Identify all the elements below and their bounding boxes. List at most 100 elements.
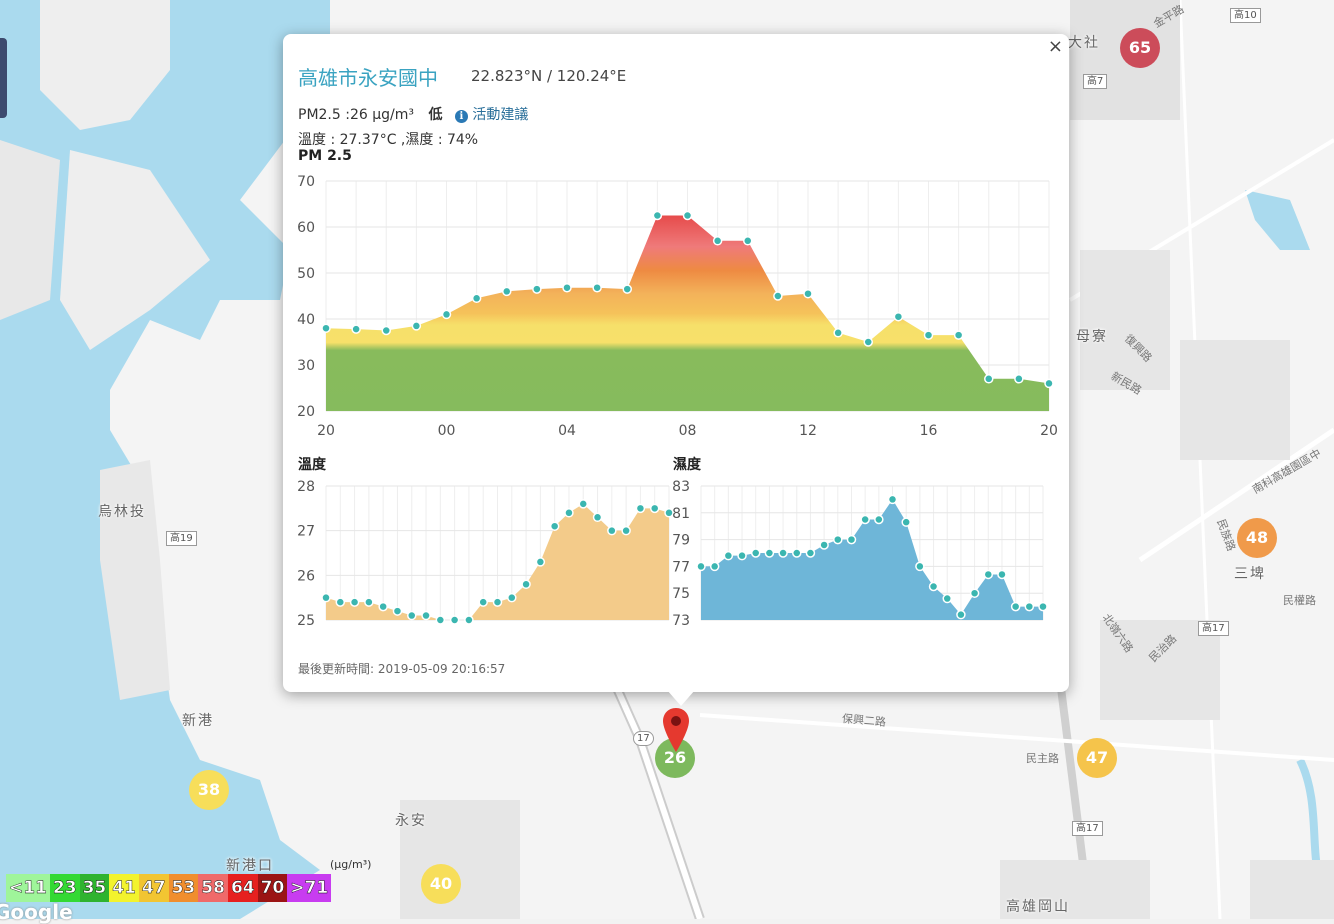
data-point	[532, 284, 542, 294]
data-point	[792, 548, 802, 558]
aqi-marker[interactable]: 40	[421, 864, 461, 904]
place-label-xingang: 新港	[182, 713, 214, 729]
urban-block	[1180, 340, 1290, 460]
data-point	[682, 210, 693, 221]
data-point	[773, 291, 783, 301]
land-coast	[100, 460, 170, 700]
map-control-button[interactable]	[0, 38, 7, 118]
place-label-dashe: 大社	[1068, 35, 1100, 51]
activity-advice-link[interactable]: 活動建議	[472, 107, 529, 123]
data-point	[1024, 601, 1035, 612]
place-label-wulintou: 烏林投	[98, 504, 146, 520]
hum-chart-title: 濕度	[673, 457, 701, 473]
road-shield: 17	[633, 731, 654, 746]
y-tick-label: 70	[297, 174, 315, 190]
data-point	[803, 288, 813, 299]
close-icon[interactable]: ×	[1047, 36, 1063, 57]
road-shield: 高10	[1230, 8, 1261, 23]
data-point	[915, 561, 925, 572]
data-point	[953, 330, 964, 340]
data-point	[874, 514, 884, 525]
data-point	[378, 601, 388, 612]
area-series	[701, 499, 1043, 620]
data-point	[407, 610, 417, 621]
data-point	[521, 579, 531, 590]
road	[699, 713, 1334, 762]
data-point	[441, 309, 452, 320]
data-point	[696, 561, 706, 572]
place-label-xingangkou: 新港口	[226, 858, 274, 874]
legend-item: <11	[6, 874, 50, 902]
data-point	[321, 592, 331, 603]
popup-tip	[667, 690, 695, 706]
env-summary: 溫度 : 27.37°C ,濕度 : 74%	[298, 132, 479, 148]
legend-unit: (μg/m³)	[330, 858, 372, 871]
data-point	[1044, 378, 1054, 389]
data-point	[923, 330, 934, 340]
humidity-chart: 73 75 77 79 81 83	[672, 479, 1048, 629]
google-logo: Google	[0, 900, 73, 924]
data-point	[335, 597, 346, 607]
data-point	[819, 540, 829, 550]
legend-item: 70	[257, 874, 288, 902]
aqi-marker[interactable]: 47	[1077, 738, 1117, 778]
data-point	[712, 236, 723, 246]
x-tick-label: 00	[438, 423, 456, 439]
y-tick-label: 30	[297, 358, 315, 374]
data-point	[549, 521, 560, 531]
data-point	[664, 508, 674, 518]
data-point	[621, 525, 631, 536]
y-tick-label: 81	[672, 506, 690, 522]
y-tick-label: 73	[672, 613, 690, 629]
y-tick-label: 50	[297, 266, 315, 282]
data-point	[635, 503, 646, 514]
y-tick-label: 60	[297, 220, 315, 236]
y-tick-label: 27	[297, 524, 315, 540]
data-point	[364, 597, 374, 607]
data-point	[833, 534, 843, 545]
data-point	[421, 610, 431, 621]
data-point	[535, 557, 546, 567]
place-label-sanpi: 三埤	[1234, 566, 1266, 582]
info-icon[interactable]: i	[454, 110, 468, 123]
data-point	[893, 311, 904, 322]
station-title: 高雄市永安國中	[298, 66, 438, 90]
x-tick-label: 08	[679, 423, 697, 439]
pm-chart-title: PM 2.5	[298, 148, 352, 164]
location-pin-icon[interactable]	[661, 706, 691, 754]
urban-block	[400, 800, 520, 919]
x-tick-label: 12	[799, 423, 817, 439]
pm25-chart: 20 30 40 50 60 70 20 00 04 08 12 16 20	[297, 174, 1058, 439]
legend-item: 47	[138, 874, 169, 902]
data-point	[887, 494, 898, 505]
aqi-marker[interactable]: 65	[1120, 28, 1160, 68]
y-tick-label: 77	[672, 559, 690, 575]
y-tick-label: 28	[297, 479, 315, 495]
pm-value: PM2.5 :26 μg/m³	[298, 107, 414, 123]
port-area	[40, 0, 170, 130]
data-point	[652, 210, 663, 221]
temperature-chart: 25 26 27 28	[297, 479, 674, 629]
data-point	[805, 548, 816, 558]
data-point	[435, 615, 446, 625]
data-point	[411, 321, 422, 331]
data-point	[901, 517, 911, 527]
area-series	[326, 503, 669, 620]
aqi-marker[interactable]: 38	[189, 770, 229, 810]
x-tick-label: 20	[317, 423, 335, 439]
legend-item: 53	[168, 874, 199, 902]
legend-item: 64	[227, 874, 258, 902]
legend-item: 23	[49, 874, 80, 902]
area-series	[326, 215, 1049, 411]
data-point	[928, 581, 939, 592]
pm-legend: <11 23 35 41 47 53 58 64 70 >71	[6, 874, 332, 902]
data-point	[349, 597, 360, 607]
data-point	[449, 615, 460, 625]
aqi-marker[interactable]: 48	[1237, 518, 1277, 558]
road-shield: 高7	[1083, 74, 1108, 89]
y-tick-label: 75	[672, 586, 690, 602]
data-point	[846, 534, 857, 545]
data-point	[778, 548, 788, 558]
land-strip	[60, 150, 210, 350]
data-point	[942, 593, 952, 604]
